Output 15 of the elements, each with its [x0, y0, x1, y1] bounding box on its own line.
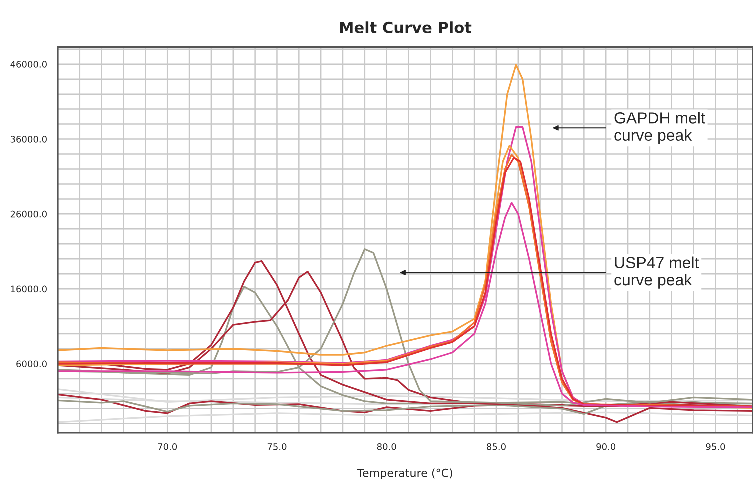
x-tick-label: 85.0 — [487, 443, 506, 450]
y-tick-label: 26000.0 — [10, 210, 47, 218]
annotation: USP47 melt curve peak — [614, 256, 700, 289]
y-tick-label: 6000.0 — [16, 360, 47, 368]
x-tick-label: 75.0 — [268, 443, 287, 450]
x-tick-label: 70.0 — [158, 443, 178, 450]
y-tick-label: 16000.0 — [11, 286, 47, 293]
x-axis-title: Temperature (°C) — [358, 468, 452, 480]
y-tick-label: 46000.0 — [10, 61, 47, 68]
y-tick-label: 36000.0 — [10, 136, 47, 143]
annotation: GAPDH melt curve peak — [614, 112, 706, 144]
x-tick-label: 80.0 — [377, 443, 396, 450]
x-tick-label: 95.0 — [706, 443, 726, 450]
chart-title: Melt Curve Plot — [340, 22, 472, 34]
x-tick-label: 90.0 — [596, 443, 616, 450]
